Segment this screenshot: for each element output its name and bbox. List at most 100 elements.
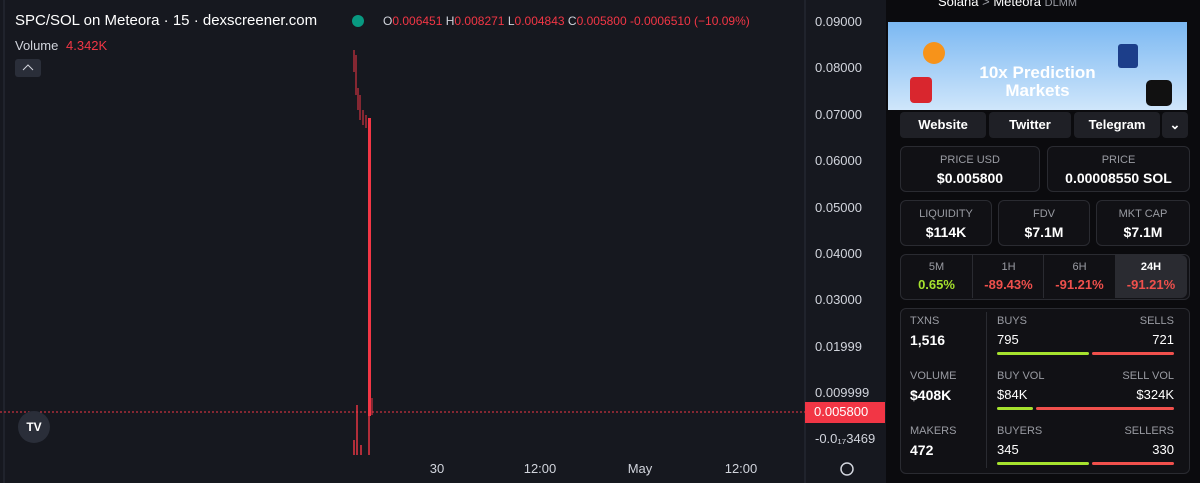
stats-box	[900, 308, 1190, 474]
price-label: 0.09000	[815, 14, 862, 29]
buy-bar	[997, 462, 1089, 465]
twitter-button[interactable]: Twitter	[989, 112, 1071, 138]
price-label: 0.01999	[815, 338, 862, 354]
telegram-button[interactable]: Telegram	[1074, 112, 1160, 138]
stat-value: $324K	[1136, 387, 1174, 402]
ohlc-value: 0.005800	[576, 14, 627, 28]
sell-bar	[1092, 462, 1174, 465]
ohlc-value: 0.006451	[392, 14, 443, 28]
timeframe-tab[interactable]: 5M 0.65%	[901, 255, 972, 298]
timeframe-tab-active[interactable]: 24H -91.21%	[1115, 255, 1187, 298]
tab-label: 5M	[928, 261, 945, 273]
buy-bar	[997, 352, 1089, 355]
chart-title: SPC/SOL on Meteora · 15 · dexscreener.co…	[15, 12, 318, 29]
dex[interactable]: Meteora	[993, 0, 1042, 9]
chart-area: TV SPC/SOL on Meteora · 15 · dexscreener…	[0, 0, 886, 483]
tv-logo[interactable]	[18, 411, 50, 443]
ohlc-label: L	[507, 14, 515, 28]
tab-label: 24H	[1140, 261, 1162, 273]
ohlc: O0.006451 H0.008271 L0.004843 C0.005800 …	[383, 14, 750, 28]
status-dot	[352, 15, 364, 27]
tab-value: -89.43%	[984, 277, 1033, 292]
card-value: 0.00008550 SOL	[1065, 170, 1172, 186]
volume-bars	[353, 340, 370, 455]
time-label: 12:00	[523, 461, 557, 476]
time-label: 30	[429, 461, 445, 476]
tab-label: 6H	[1072, 261, 1087, 273]
ohlc-label: H	[445, 14, 455, 28]
tab-value: -91.21%	[1055, 277, 1104, 292]
card-label: PRICE USD	[940, 154, 1000, 166]
ohlc-value: 0.004843	[514, 14, 565, 28]
collapse-icon	[22, 64, 34, 71]
stat-value: 330	[1152, 442, 1174, 457]
current-price: 0.005800	[814, 404, 869, 419]
card-value: $7.1M	[1123, 224, 1163, 240]
volume: Volume 4.342K	[15, 38, 107, 53]
button-label: Website	[918, 117, 968, 132]
sell-bar	[1092, 352, 1174, 355]
stat-value: 721	[1152, 332, 1174, 347]
stat-card: LIQUIDITY $114K	[900, 200, 992, 246]
time-label: 12:00	[724, 461, 758, 476]
price-label: 0.08000	[815, 60, 862, 76]
stat-label: SELLERS	[1124, 425, 1174, 437]
banner-icon	[910, 77, 932, 103]
stat-label: VOLUME	[910, 370, 957, 382]
stat-label: BUYS	[997, 315, 1027, 327]
price-label: 0.07000	[815, 106, 862, 122]
banner-text: 10x Prediction Markets	[979, 63, 1096, 100]
banner-icon	[1118, 44, 1138, 68]
stat-card: FDV $7.1M	[998, 200, 1090, 246]
price-label: 0.05000	[815, 199, 862, 215]
card-value: $0.005800	[936, 170, 1004, 186]
price-label: -0.0₁₇3469	[815, 431, 876, 446]
more-button[interactable]: ⌄	[1162, 112, 1188, 138]
pool-type: DLMM	[1044, 0, 1078, 9]
website-button[interactable]: Website	[900, 112, 986, 138]
tv-logo-text: TV	[26, 420, 41, 434]
stat-card: MKT CAP $7.1M	[1096, 200, 1190, 246]
settings-icon[interactable]	[840, 462, 854, 476]
stat-label: MAKERS	[910, 425, 957, 437]
divider	[986, 312, 987, 468]
banner[interactable]: 10x Prediction Markets	[888, 22, 1187, 110]
card-label: FDV	[1033, 208, 1055, 220]
price-label: 0.009999	[815, 385, 870, 401]
timeframe-tab[interactable]: 1H -89.43%	[972, 255, 1044, 298]
card-label: PRICE	[1101, 154, 1136, 166]
stat-value: $408K	[910, 387, 952, 403]
stat-label: TXNS	[910, 315, 940, 327]
card-value: $114K	[925, 224, 967, 240]
price-label: 0.04000	[815, 246, 862, 261]
stat-value: $84K	[997, 387, 1028, 402]
banner-icon	[923, 42, 945, 64]
button-label: Twitter	[1009, 117, 1051, 132]
ohlc-label: O	[383, 14, 393, 28]
banner-icon	[1146, 80, 1172, 106]
collapse-button[interactable]	[15, 59, 41, 77]
current-price-box	[805, 402, 885, 423]
chain[interactable]: Solana	[938, 0, 979, 9]
volume-value: 4.342K	[66, 38, 108, 53]
sell-bar	[1036, 407, 1174, 410]
breadcrumb: Solana > Meteora DLMM	[938, 0, 1077, 9]
card-value: $7.1M	[1024, 224, 1064, 240]
time-label: May	[627, 461, 653, 476]
stat-value: 1,516	[910, 332, 946, 348]
price-card: PRICE USD $0.005800	[900, 146, 1040, 192]
ohlc-value: 0.008271	[454, 14, 505, 28]
stat-value: 472	[910, 442, 934, 458]
tab-value: -91.21%	[1126, 277, 1176, 292]
volume-label: Volume	[15, 38, 59, 53]
buy-bar	[997, 407, 1033, 410]
stat-value: 345	[997, 442, 1019, 457]
button-label: Telegram	[1088, 117, 1146, 132]
tab-label: 1H	[1001, 261, 1016, 273]
stat-label: SELLS	[1139, 315, 1174, 327]
timeframe-tab[interactable]: 6H -91.21%	[1043, 255, 1115, 298]
separator: >	[982, 0, 990, 9]
card-label: MKT CAP	[1118, 208, 1168, 220]
price-card: PRICE 0.00008550 SOL	[1047, 146, 1190, 192]
